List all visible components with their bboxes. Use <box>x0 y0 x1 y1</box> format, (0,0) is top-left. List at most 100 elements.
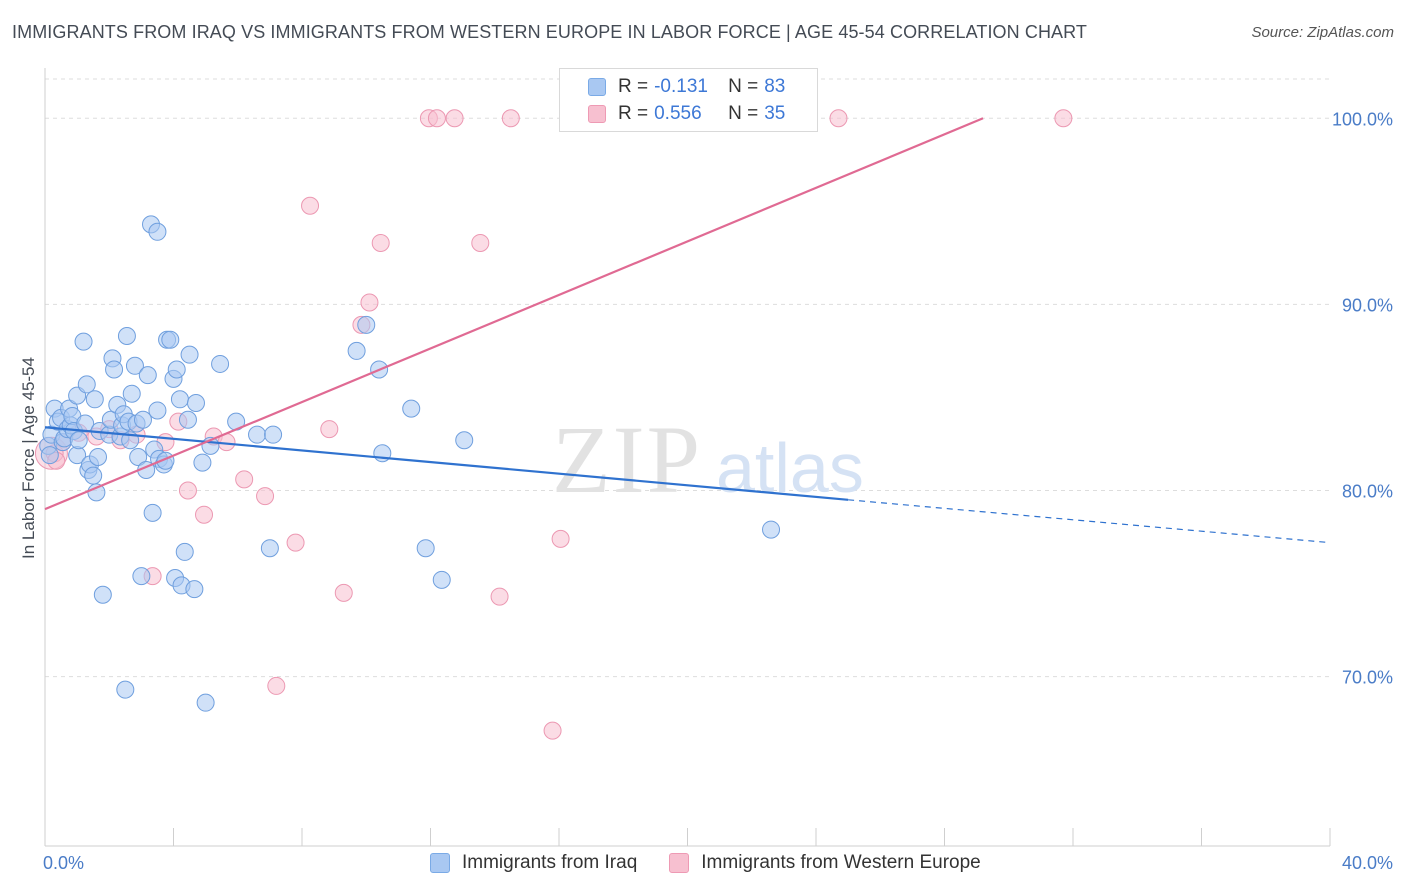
data-point-iraq <box>193 453 212 472</box>
data-point-western-europe <box>235 470 254 489</box>
legend-swatch-iraq <box>430 853 450 873</box>
data-point-iraq <box>93 585 112 604</box>
data-point-iraq <box>260 539 279 558</box>
legend-item-iraq[interactable]: Immigrants from Iraq <box>430 852 637 874</box>
watermark-zip: ZIP <box>552 406 702 513</box>
legend-swatch-iraq <box>588 78 606 96</box>
data-point-western-europe <box>551 529 570 548</box>
data-point-iraq <box>196 693 215 712</box>
data-point-western-europe <box>543 721 562 740</box>
data-point-iraq <box>132 567 151 586</box>
data-point-western-europe <box>286 533 305 552</box>
data-point-iraq <box>69 431 88 450</box>
data-point-iraq <box>133 410 152 429</box>
data-point-iraq <box>117 327 136 346</box>
legend-n-value: 83 <box>764 76 786 97</box>
y-tick-label: 100.0% <box>1332 109 1393 129</box>
data-point-iraq <box>180 345 199 364</box>
data-point-western-europe <box>334 583 353 602</box>
y-tick-label: 90.0% <box>1342 295 1393 315</box>
data-point-iraq <box>105 360 124 379</box>
data-point-western-europe <box>471 233 490 252</box>
legend-r-value: -0.131 <box>654 76 708 97</box>
data-point-iraq <box>167 360 186 379</box>
legend-label-western-europe: Immigrants from Western Europe <box>701 852 981 873</box>
legend-n-label: N = <box>728 103 759 124</box>
data-point-iraq <box>129 448 148 466</box>
data-point-western-europe <box>490 587 509 606</box>
data-point-iraq <box>89 448 108 466</box>
data-point-iraq <box>161 330 180 349</box>
data-point-western-europe <box>427 109 446 128</box>
correlation-legend: R = -0.131 N = 83 R = 0.556 N = 35 <box>559 68 818 132</box>
data-point-iraq <box>40 446 59 465</box>
source-label: Source: ZipAtlas.com <box>1251 24 1394 41</box>
trend-line-iraq-extension <box>848 499 1331 544</box>
series-iraq <box>39 215 781 712</box>
data-point-western-europe <box>256 487 275 506</box>
data-point-iraq <box>148 222 167 241</box>
data-point-western-europe <box>501 109 520 128</box>
data-point-western-europe <box>320 420 339 439</box>
chart-title: IMMIGRANTS FROM IRAQ VS IMMIGRANTS FROM … <box>12 22 1088 42</box>
data-point-western-europe <box>1054 109 1073 128</box>
legend-label-iraq: Immigrants from Iraq <box>462 852 638 873</box>
data-point-iraq <box>248 425 267 444</box>
data-point-iraq <box>186 394 205 413</box>
y-axis-label: In Labor Force | Age 45-54 <box>19 357 38 559</box>
tick-labels: 70.0% 80.0% 90.0% 100.0% 0.0% 40.0% <box>43 109 1393 873</box>
data-point-western-europe <box>195 505 214 524</box>
data-point-iraq <box>416 539 435 558</box>
data-point-iraq <box>211 354 230 373</box>
data-point-iraq <box>402 399 421 418</box>
x-tick-label: 40.0% <box>1342 853 1393 873</box>
data-point-iraq <box>84 466 103 485</box>
data-point-western-europe <box>829 109 848 128</box>
data-point-western-europe <box>371 233 390 252</box>
data-point-iraq <box>143 503 162 522</box>
data-point-iraq <box>148 401 167 420</box>
data-point-iraq <box>125 356 144 375</box>
legend-item-western-europe[interactable]: Immigrants from Western Europe <box>669 852 981 874</box>
data-point-iraq <box>87 483 106 502</box>
data-point-iraq <box>762 520 781 539</box>
data-point-western-europe <box>301 196 320 215</box>
data-point-western-europe <box>267 676 286 695</box>
x-tick-label: 0.0% <box>43 853 84 873</box>
legend-r-label: R = <box>618 76 649 97</box>
data-point-iraq <box>175 542 194 561</box>
legend-swatch-western-europe <box>588 105 606 123</box>
y-tick-label: 80.0% <box>1342 482 1393 502</box>
data-point-iraq <box>170 390 189 409</box>
data-point-iraq <box>122 384 141 403</box>
y-tick-label: 70.0% <box>1342 668 1393 688</box>
data-point-western-europe <box>360 293 379 312</box>
data-point-iraq <box>116 680 135 699</box>
data-point-iraq <box>455 431 474 450</box>
data-point-iraq <box>432 570 451 589</box>
trend-lines <box>44 117 1331 544</box>
series-legend: Immigrants from Iraq Immigrants from Wes… <box>430 852 1013 874</box>
data-point-iraq <box>178 410 197 429</box>
trend-line-iraq <box>44 426 849 501</box>
data-point-iraq <box>347 341 366 360</box>
legend-row-iraq: R = -0.131 N = 83 <box>588 76 785 98</box>
trend-line-western-europe <box>44 117 984 511</box>
data-point-iraq <box>264 425 283 444</box>
data-point-iraq <box>357 315 376 334</box>
legend-n-label: N = <box>728 76 759 97</box>
legend-swatch-western-europe <box>669 853 690 873</box>
legend-row-western-europe: R = 0.556 N = 35 <box>588 103 785 125</box>
data-point-iraq <box>77 375 96 394</box>
data-point-iraq <box>185 580 204 599</box>
data-point-iraq <box>74 332 93 351</box>
data-point-iraq <box>138 366 157 385</box>
data-point-iraq <box>85 390 104 409</box>
legend-r-label: R = <box>618 103 649 124</box>
legend-n-value: 35 <box>764 103 786 124</box>
grid-lines <box>45 78 1330 678</box>
legend-r-value: 0.556 <box>654 103 702 124</box>
data-point-western-europe <box>445 109 464 128</box>
data-point-iraq <box>76 414 95 433</box>
